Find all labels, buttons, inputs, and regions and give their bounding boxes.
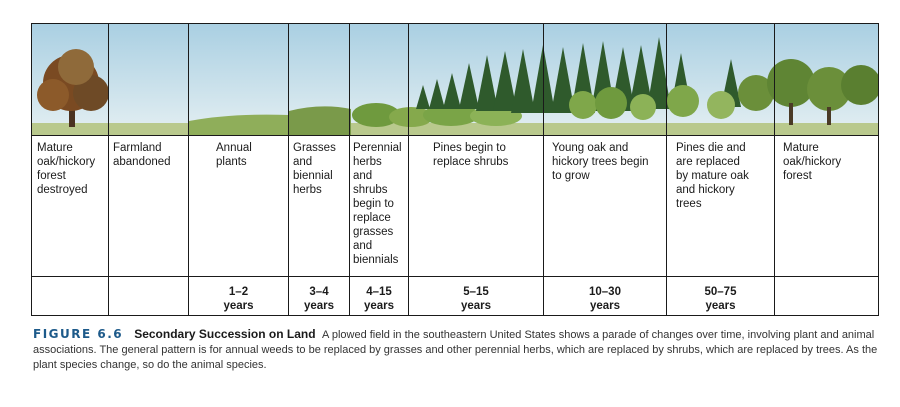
stage-duration: 1–2 years bbox=[223, 286, 254, 312]
stage-label: Mature oak/hickory forest destroyed bbox=[37, 142, 96, 196]
succession-illustration bbox=[31, 23, 879, 135]
stage-label: Farmland abandoned bbox=[113, 142, 171, 168]
succession-figure: Mature oak/hickory forest destroyed Farmlan… bbox=[31, 23, 879, 316]
caption-text: A plowed field in the southeastern Unite… bbox=[33, 329, 878, 371]
figure-title: Secondary Succession on Land bbox=[134, 327, 316, 341]
stage-label: Young oak and hickory trees begin to grow bbox=[552, 142, 649, 182]
stage-duration: 10–30 years bbox=[589, 286, 621, 312]
stage-duration: 5–15 years bbox=[460, 286, 492, 312]
stage-label: Grasses and biennial herbs bbox=[293, 142, 336, 196]
stage-label: Pines die and are replaced by mature oak an… bbox=[676, 142, 749, 210]
stage-duration: 3–4 years bbox=[303, 286, 335, 312]
mature-oak-trees bbox=[738, 59, 879, 125]
stage-label: Annual plants bbox=[216, 142, 252, 168]
stage-label: Pines begin to replace shrubs bbox=[433, 142, 509, 168]
young-oak-trees bbox=[569, 85, 735, 120]
figure-caption: FIGURE 6.6 Secondary Succession on Land … bbox=[33, 327, 885, 373]
stage-duration: 50–75 years bbox=[704, 286, 737, 312]
pine-trees bbox=[416, 37, 741, 113]
figure-label: FIGURE 6.6 bbox=[33, 327, 124, 341]
stage-label: Perennial herbs and shrubs begin to replace gr… bbox=[353, 142, 402, 266]
stage-duration: 4–15 years bbox=[363, 286, 395, 312]
autumn-oak-tree bbox=[37, 49, 109, 127]
landscape-illustration bbox=[31, 23, 879, 135]
stage-label: Mature oak/hickory forest bbox=[783, 142, 842, 182]
